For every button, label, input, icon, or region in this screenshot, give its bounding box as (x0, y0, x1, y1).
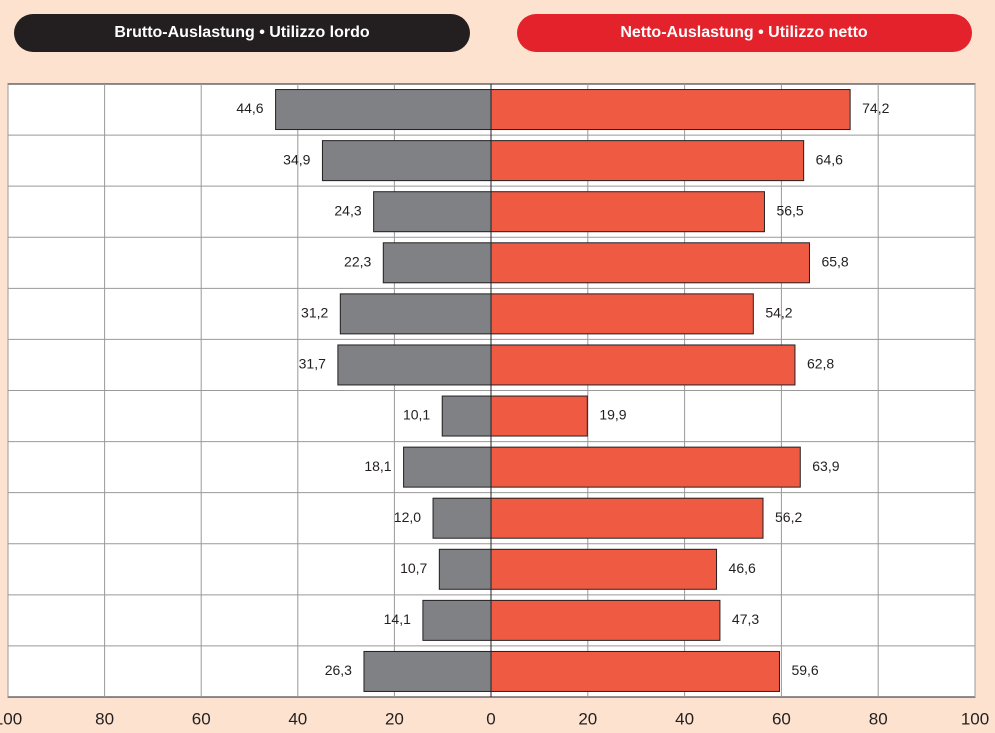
value-label: 10,7 (400, 560, 427, 576)
value-label: 22,3 (344, 253, 371, 269)
x-tick-label: 100 (961, 709, 989, 728)
value-label: 18,1 (364, 458, 391, 474)
value-label: 63,9 (812, 458, 839, 474)
bar (322, 141, 491, 181)
bar (340, 294, 491, 334)
value-label: 34,9 (283, 151, 310, 167)
value-label: 64,6 (816, 151, 843, 167)
bar (491, 447, 800, 487)
bar (276, 90, 491, 130)
value-label: 14,1 (384, 611, 411, 627)
value-label: 56,2 (775, 509, 802, 525)
value-label: 56,5 (776, 202, 803, 218)
bar (491, 345, 795, 385)
value-label: 44,6 (236, 100, 263, 116)
chart-title: Brutto-Auslastung • Utilizzo lordo (114, 24, 370, 41)
bar (374, 192, 491, 232)
value-label: 24,3 (334, 202, 361, 218)
value-label: 65,8 (821, 253, 848, 269)
value-label: 62,8 (807, 356, 834, 372)
x-tick-label: 40 (288, 709, 307, 728)
x-tick-label: 20 (578, 709, 597, 728)
bar (491, 192, 764, 232)
bar (491, 141, 804, 181)
x-tick-label: 0 (486, 709, 495, 728)
value-label: 31,7 (299, 356, 326, 372)
chart: Brutto-Auslastung • Utilizzo lordo Netto… (0, 0, 995, 733)
value-label: 19,9 (599, 407, 626, 423)
bar (439, 549, 491, 589)
x-tick-label: 60 (772, 709, 791, 728)
x-tick-label: 80 (869, 709, 888, 728)
bar (383, 243, 491, 283)
bar (491, 396, 587, 436)
bar (491, 243, 809, 283)
x-tick-label: 60 (192, 709, 211, 728)
bar (491, 600, 720, 640)
bar (491, 294, 753, 334)
bar (491, 90, 850, 130)
value-label: 74,2 (862, 100, 889, 116)
value-label: 54,2 (765, 305, 792, 321)
x-tick-label: 100 (0, 709, 22, 728)
x-tick-label: 20 (385, 709, 404, 728)
value-label: 31,2 (301, 305, 328, 321)
x-tick-label: 40 (675, 709, 694, 728)
bar (423, 600, 491, 640)
value-label: 12,0 (394, 509, 421, 525)
value-label: 46,6 (729, 560, 756, 576)
value-label: 10,1 (403, 407, 430, 423)
value-label: 26,3 (325, 662, 352, 678)
bar (442, 396, 491, 436)
bar (404, 447, 491, 487)
bar (491, 651, 779, 691)
x-tick-label: 80 (95, 709, 114, 728)
bar (491, 498, 763, 538)
bar (338, 345, 491, 385)
bar (491, 549, 717, 589)
bar (433, 498, 491, 538)
value-label: 59,6 (791, 662, 818, 678)
chart-title: Netto-Auslastung • Utilizzo netto (620, 24, 868, 41)
value-label: 47,3 (732, 611, 759, 627)
bar (364, 651, 491, 691)
